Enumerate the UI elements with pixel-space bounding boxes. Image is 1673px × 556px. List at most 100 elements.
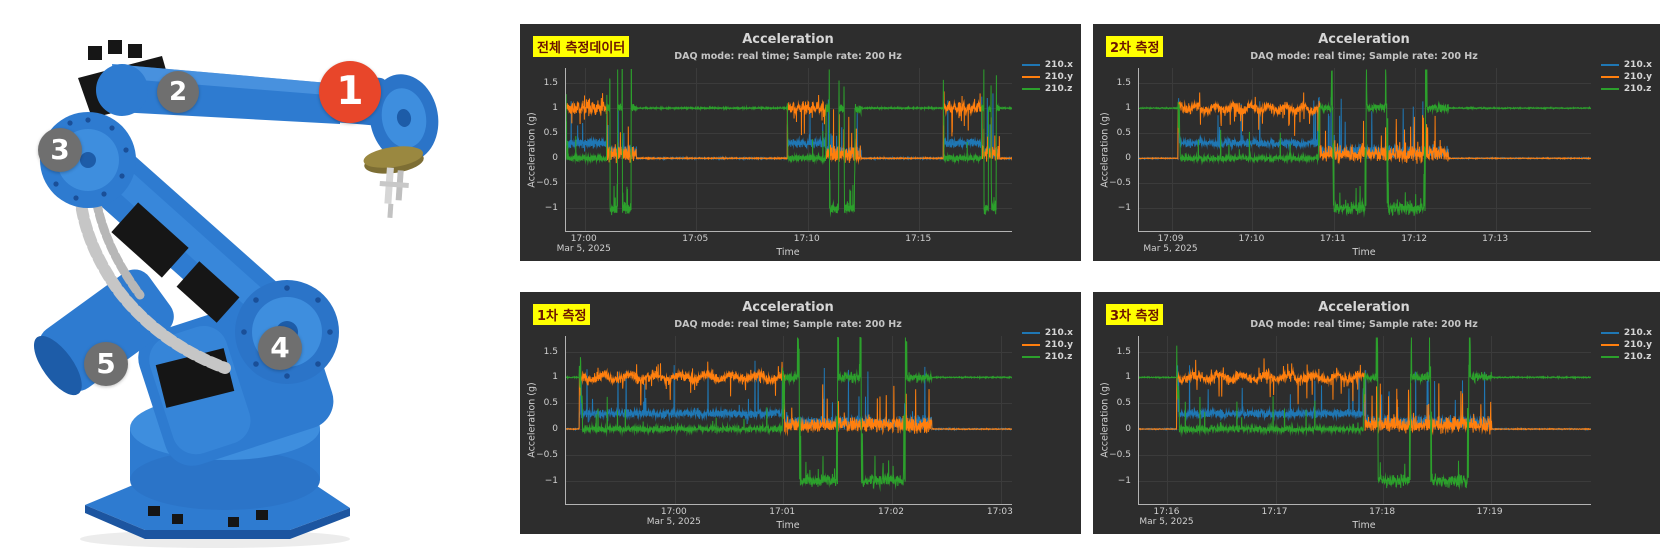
y-tick-label: 0.5	[543, 398, 558, 409]
y-tick-label: −1	[544, 475, 558, 486]
x-axis-label: Time	[1352, 247, 1376, 258]
legend-item[interactable]: 210.z	[1600, 352, 1652, 362]
y-axis-label: Acceleration (g)	[1099, 382, 1111, 458]
y-tick-label: 0	[1125, 153, 1131, 164]
robot-marker-3: 3	[38, 128, 82, 172]
legend-item[interactable]: 210.z	[1021, 84, 1073, 94]
legend[interactable]: 210.x 210.y 210.z	[1600, 328, 1652, 362]
chart-subtitle: DAQ mode: real time; Sample rate: 200 Hz	[1250, 319, 1478, 330]
y-tick-label: −1	[544, 203, 558, 214]
measurement-tag: 3차 측정	[1106, 304, 1164, 325]
y-tick-label: −0.5	[536, 449, 558, 460]
y-tick-label: 1	[1125, 372, 1131, 383]
measurement-tag: 1차 측정	[533, 304, 591, 325]
legend-label: 210.z	[1623, 84, 1652, 94]
y-tick-label: 0	[552, 153, 558, 164]
x-axis-date: Mar 5, 2025	[646, 517, 701, 527]
legend-label: 210.z	[1044, 352, 1073, 362]
legend[interactable]: 210.x 210.y 210.z	[1021, 328, 1073, 362]
chart-title: Acceleration	[1318, 32, 1410, 47]
legend-label: 210.x	[1623, 328, 1652, 338]
x-tick-label: 17:13	[1482, 234, 1509, 244]
legend-line-swatch	[1600, 344, 1619, 346]
y-tick-label: 1.5	[543, 78, 558, 89]
chart-panel: 2차 측정 Acceleration DAQ mode: real time; …	[1093, 24, 1660, 261]
legend-item[interactable]: 210.z	[1021, 352, 1073, 362]
legend[interactable]: 210.x 210.y 210.z	[1021, 60, 1073, 94]
chart-subtitle: DAQ mode: real time; Sample rate: 200 Hz	[674, 51, 902, 62]
robot-marker-2: 2	[157, 71, 199, 113]
chart-title: Acceleration	[742, 32, 834, 47]
legend-line-swatch	[1600, 76, 1619, 78]
x-tick-label: 17:17	[1261, 507, 1288, 517]
y-axis-label: Acceleration (g)	[1099, 111, 1111, 188]
legend-label: 210.z	[1044, 84, 1073, 94]
x-axis-date: Mar 5, 2025	[1139, 517, 1194, 527]
measurement-tag: 2차 측정	[1106, 36, 1164, 57]
legend-label: 210.y	[1623, 72, 1652, 82]
y-tick-label: 1	[552, 372, 558, 383]
y-tick-label: 1.5	[543, 346, 558, 357]
legend-label: 210.y	[1044, 72, 1073, 82]
legend-line-swatch	[1600, 64, 1619, 66]
chart-subtitle: DAQ mode: real time; Sample rate: 200 Hz	[674, 319, 902, 330]
chart-panel: 전체 측정데이터 Acceleration DAQ mode: real tim…	[520, 24, 1081, 261]
legend-item[interactable]: 210.y	[1021, 340, 1073, 350]
legend-item[interactable]: 210.y	[1021, 72, 1073, 82]
x-tick-label: 17:00	[660, 507, 687, 517]
y-tick-label: −0.5	[536, 178, 558, 189]
legend-label: 210.z	[1623, 352, 1652, 362]
legend-item[interactable]: 210.x	[1600, 328, 1652, 338]
robot-arm-image: 1 2 3 4 5	[0, 0, 470, 556]
legend-label: 210.x	[1044, 328, 1073, 338]
y-tick-label: 0.5	[543, 128, 558, 139]
y-tick-label: 0.5	[1116, 398, 1131, 409]
x-axis-label: Time	[776, 520, 800, 531]
x-tick-label: 17:16	[1153, 507, 1180, 517]
legend-line-swatch	[1021, 76, 1040, 78]
measurement-tag: 전체 측정데이터	[533, 36, 630, 57]
legend-item[interactable]: 210.x	[1600, 60, 1652, 70]
y-tick-label: 1	[552, 103, 558, 114]
y-tick-label: −0.5	[1109, 178, 1131, 189]
legend-item[interactable]: 210.z	[1600, 84, 1652, 94]
chart-subtitle: DAQ mode: real time; Sample rate: 200 Hz	[1250, 51, 1478, 62]
legend-label: 210.x	[1623, 60, 1652, 70]
x-tick-label: 17:11	[1319, 234, 1346, 244]
legend-label: 210.y	[1623, 340, 1652, 350]
robot-marker-1: 1	[319, 61, 381, 123]
y-axis-label: Acceleration (g)	[526, 111, 538, 188]
legend-line-swatch	[1021, 356, 1040, 358]
robot-marker-4: 4	[258, 326, 302, 370]
plot-area[interactable]	[565, 336, 1012, 505]
plot-area[interactable]	[1138, 336, 1591, 505]
x-tick-label: 17:02	[878, 507, 904, 517]
x-tick-label: 17:10	[793, 234, 820, 244]
legend-item[interactable]: 210.y	[1600, 72, 1652, 82]
plot-area[interactable]	[1138, 68, 1591, 232]
x-tick-label: 17:12	[1401, 234, 1428, 244]
legend-line-swatch	[1021, 64, 1040, 66]
y-tick-label: −1	[1117, 203, 1131, 214]
x-tick-label: 17:10	[1238, 234, 1265, 244]
x-tick-label: 17:05	[682, 234, 709, 244]
y-tick-label: 1	[1125, 103, 1131, 114]
x-tick-label: 17:09	[1157, 234, 1184, 244]
legend-item[interactable]: 210.y	[1600, 340, 1652, 350]
legend-label: 210.x	[1044, 60, 1073, 70]
legend-line-swatch	[1021, 88, 1040, 90]
robot-marker-5: 5	[84, 342, 128, 386]
chart-panel: 1차 측정 Acceleration DAQ mode: real time; …	[520, 292, 1081, 534]
legend-item[interactable]: 210.x	[1021, 328, 1073, 338]
legend-line-swatch	[1600, 88, 1619, 90]
legend[interactable]: 210.x 210.y 210.z	[1600, 60, 1652, 94]
legend-line-swatch	[1600, 332, 1619, 334]
legend-item[interactable]: 210.x	[1021, 60, 1073, 70]
legend-label: 210.y	[1044, 340, 1073, 350]
x-tick-label: 17:03	[986, 507, 1013, 517]
plot-area[interactable]	[565, 68, 1012, 232]
chart-title: Acceleration	[742, 300, 834, 315]
y-tick-label: 1.5	[1116, 78, 1131, 89]
y-tick-label: 0	[552, 424, 558, 435]
